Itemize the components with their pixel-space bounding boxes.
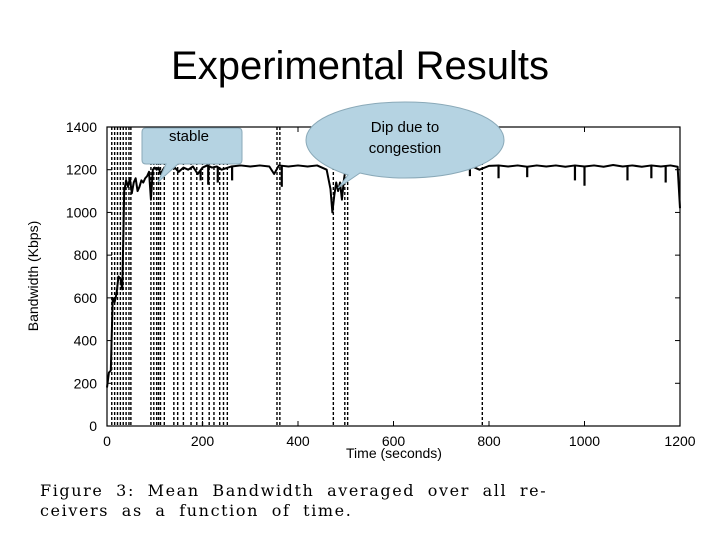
dip-callout-bubble [305,101,505,189]
y-tick-label: 1000 [66,204,97,220]
x-tick-label: 0 [103,433,111,449]
bandwidth-series-line [106,164,681,388]
dip-callout-line1: Dip due to [371,119,439,136]
y-tick-label: 800 [74,247,98,263]
slide-title: Experimental Results [171,44,549,88]
dip-callout-line2: congestion [369,140,442,157]
stable-callout: stable [141,127,243,183]
figure-caption: Figure 3: Mean Bandwidth averaged over a… [40,481,700,521]
x-tick-label: 200 [191,433,215,449]
y-axis-label: Bandwidth (Kbps) [25,221,41,332]
y-tick-label: 1200 [66,162,97,178]
bandwidth-chart: 0 200 400 600 800 1000 1200 0 200 400 600 800 1000 12… [25,101,696,461]
x-tick-label: 1000 [569,433,600,449]
stable-callout-label: stable [169,128,209,145]
axis-ticks: 0 200 400 600 800 1000 1200 0 200 400 600 800 1000 12… [66,119,696,449]
y-tick-label: 200 [74,375,98,391]
x-tick-label: 800 [477,433,501,449]
x-tick-label: 1200 [664,433,695,449]
y-tick-label: 400 [74,333,98,349]
dip-callout: Dip due to congestion [305,101,505,189]
x-tick-label: 600 [382,433,406,449]
y-tick-label: 0 [89,418,97,434]
caption-line-2: ceivers as a function of time. [40,501,353,520]
x-axis-label: Time (seconds) [346,445,442,461]
x-tick-label: 400 [286,433,310,449]
caption-line-1: Figure 3: Mean Bandwidth averaged over a… [40,481,548,500]
y-tick-label: 1400 [66,119,97,135]
y-tick-label: 600 [74,290,98,306]
stable-callout-bubble [141,127,243,183]
series-layer [106,164,681,388]
